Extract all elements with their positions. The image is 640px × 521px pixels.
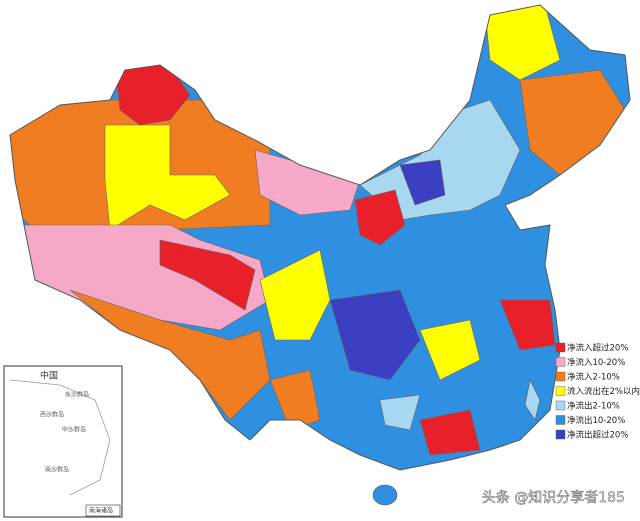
legend-label: 净流出超过20%: [567, 430, 628, 441]
inset-frame: [3, 365, 123, 518]
region: [379, 394, 421, 431]
legend-swatch: [555, 386, 566, 396]
region: [354, 189, 406, 246]
legend-label: 净流入超过20%: [567, 343, 628, 354]
watermark: 头条 @知识分享者185: [482, 489, 625, 506]
border: [9, 4, 631, 471]
island-label: 南沙群岛: [45, 466, 69, 474]
region: [104, 124, 231, 231]
legend-label: 净流入10-20%: [567, 357, 625, 368]
legend-swatch: [555, 357, 566, 367]
region: [259, 249, 331, 341]
island-label: 东沙群岛: [65, 391, 89, 399]
legend-swatch: [555, 400, 566, 411]
legend-swatch: [555, 342, 566, 353]
region: [399, 159, 446, 206]
region: [419, 409, 481, 456]
region: [159, 239, 256, 311]
region: [419, 319, 481, 381]
legend-swatch: [555, 429, 566, 440]
inset-title: 中国: [40, 370, 58, 382]
inset-label: 南海诸岛: [89, 507, 113, 515]
inset-coast: [9, 379, 111, 496]
region: [499, 299, 556, 351]
island: [524, 379, 541, 421]
inset-label-box: [85, 504, 121, 517]
inset-map: 中国 东沙群岛 西沙群岛 中沙群岛 南沙群岛 南海诸岛: [3, 365, 123, 518]
island-label: 中沙群岛: [62, 426, 86, 434]
region: [269, 369, 321, 431]
legend-label: 净流出10-20%: [567, 415, 625, 426]
legend-swatch: [555, 415, 566, 425]
island-label: 西沙群岛: [40, 411, 64, 419]
island: [372, 484, 398, 506]
legend-swatch: [555, 371, 566, 382]
legend-label: 流入流出在2%以内: [567, 386, 640, 397]
region: [329, 289, 421, 381]
legend-label: 净流入2-10%: [567, 372, 620, 383]
legend: 净流入超过20% 净流入10-20% 净流入2-10% 流入流出在2%以内净流出2-1…: [555, 342, 640, 441]
legend-label: 净流出2-10%: [567, 401, 620, 412]
